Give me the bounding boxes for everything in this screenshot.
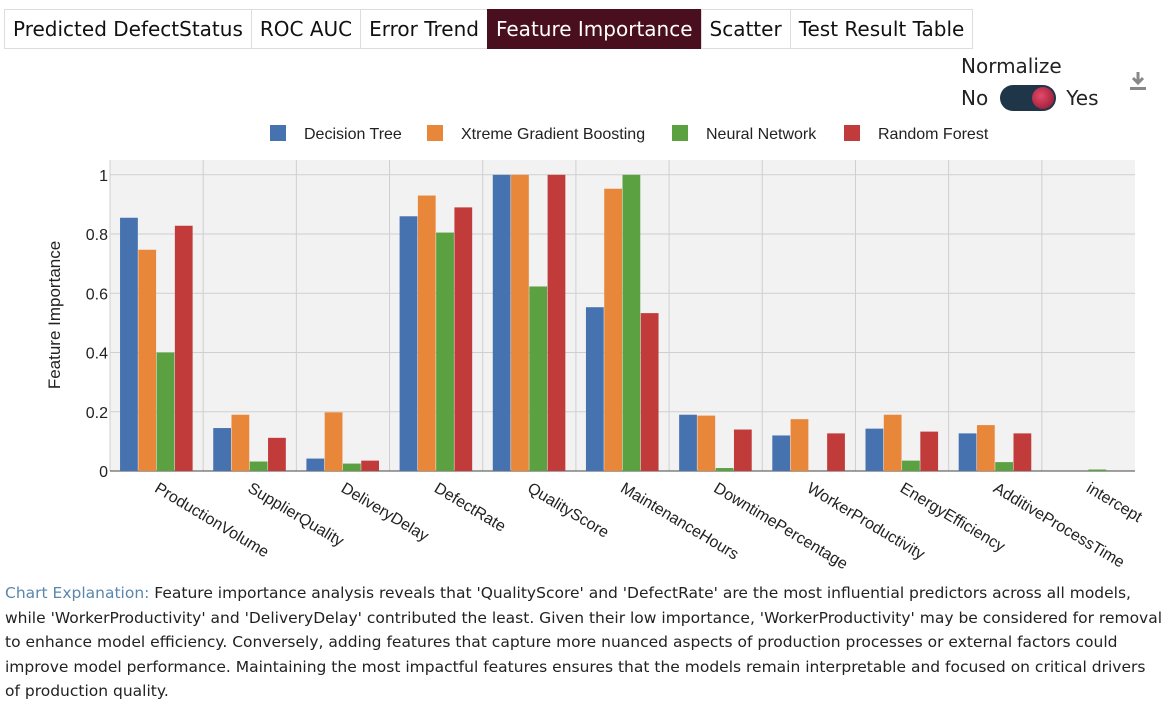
normalize-title: Normalize [961, 54, 1062, 78]
bar [213, 428, 232, 471]
bar [342, 463, 361, 471]
y-tick-label: 1 [99, 168, 108, 185]
legend-label: Decision Tree [304, 126, 402, 143]
y-tick-label: 0.6 [86, 286, 108, 303]
chart-explanation-label: Chart Explanation: [5, 584, 150, 602]
bar [138, 249, 157, 471]
tab-error-trend[interactable]: Error Trend [360, 9, 488, 49]
bar [733, 429, 752, 471]
feature-importance-chart: Decision Tree Xtreme Gradient Boosting Neu… [45, 125, 1146, 572]
tab-predicted-defect-status[interactable]: Predicted DefectStatus [4, 9, 252, 49]
bar [399, 216, 418, 471]
bar [454, 207, 473, 471]
bar [361, 460, 379, 471]
chart-legend: Decision Tree Xtreme Gradient Boosting Neu… [270, 125, 989, 143]
bar [492, 174, 511, 472]
toggle-knob [1032, 87, 1055, 109]
x-tick-label: intercept [1083, 480, 1145, 526]
bar [604, 188, 622, 471]
bar [995, 462, 1013, 471]
bar [249, 461, 268, 471]
normalize-no-label: No [961, 86, 989, 110]
bar [902, 460, 920, 471]
y-tick-label: 0.4 [86, 346, 108, 363]
download-icon[interactable] [1128, 70, 1148, 92]
legend-label: Neural Network [706, 126, 817, 143]
bar [547, 174, 566, 472]
tab-roc-auc[interactable]: ROC AUC [250, 9, 362, 49]
bar [156, 352, 175, 471]
legend-swatch [844, 125, 860, 141]
bar [231, 414, 250, 471]
normalize-control: No Yes [961, 85, 1099, 111]
bar [640, 313, 659, 471]
bar [976, 425, 995, 471]
bar [436, 232, 454, 471]
normalize-toggle[interactable] [1000, 85, 1057, 111]
legend-swatch [672, 125, 688, 141]
tab-feature-importance[interactable]: Feature Importance [486, 9, 702, 49]
bar [715, 468, 734, 471]
chart-explanation: Chart Explanation: Feature importance an… [5, 581, 1165, 704]
bar [772, 435, 791, 471]
y-axis-label: Feature Importance [45, 241, 64, 389]
bar [529, 286, 548, 471]
bar [120, 217, 138, 471]
x-tick-label: DeliveryDelay [338, 480, 431, 545]
x-tick-label: QualityScore [524, 480, 611, 542]
tab-scatter[interactable]: Scatter [700, 9, 791, 49]
chart-explanation-text: Feature importance analysis reveals that… [5, 584, 1163, 700]
y-tick-label: 0.8 [86, 227, 108, 244]
y-tick-label: 0.2 [86, 405, 108, 422]
chart-bars [120, 174, 1107, 472]
bar [679, 414, 697, 471]
legend-label: Xtreme Gradient Boosting [461, 126, 645, 143]
bar [585, 307, 604, 471]
bar [958, 433, 977, 471]
bar [306, 458, 325, 471]
bar [790, 419, 809, 471]
legend-swatch [427, 125, 443, 141]
normalize-yes-label: Yes [1066, 86, 1099, 110]
bar [324, 412, 343, 471]
legend-label: Random Forest [878, 126, 989, 143]
bar [174, 225, 193, 471]
bar [1088, 469, 1107, 471]
bar [417, 195, 436, 471]
bar [268, 437, 286, 471]
bar [920, 431, 939, 471]
y-axis-ticks: 0 0.2 0.4 0.6 0.8 1 [86, 168, 108, 481]
bar [827, 433, 845, 471]
bar [865, 428, 884, 471]
bar [883, 414, 902, 471]
bar [511, 174, 529, 472]
bar [622, 174, 641, 472]
x-tick-label: DefectRate [431, 480, 508, 536]
x-axis-ticks: ProductionVolumeSupplierQualityDeliveryD… [152, 480, 1146, 572]
y-tick-label: 0 [99, 464, 108, 481]
tab-bar: Predicted DefectStatus ROC AUC Error Tre… [4, 9, 974, 49]
bar [1013, 433, 1032, 471]
legend-swatch [270, 125, 286, 141]
tab-test-result-table[interactable]: Test Result Table [789, 9, 974, 49]
bar [697, 415, 716, 471]
